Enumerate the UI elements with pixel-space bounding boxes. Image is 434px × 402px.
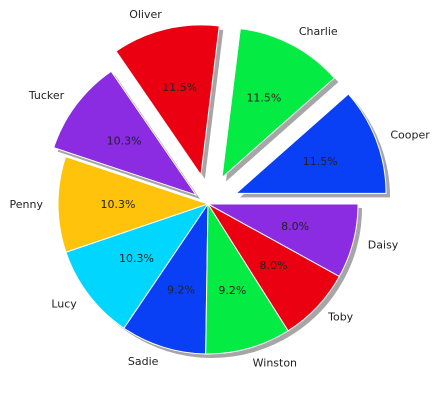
- percent-label-penny: 10.3%: [101, 198, 136, 211]
- percent-label-lucy: 10.3%: [119, 252, 154, 265]
- percent-label-tucker: 10.3%: [107, 134, 142, 147]
- percent-labels: 11.5% 11.5% 11.5% 10.3% 10.3% 10.3% 9.2% 9.2% 8.…: [101, 81, 338, 297]
- pie-slice-sadie: [123, 202, 209, 355]
- pie-slice-lucy: [65, 203, 210, 329]
- percent-label-charlie: 11.5%: [246, 91, 281, 104]
- category-label-daisy: Daisy: [368, 239, 399, 252]
- pie-slice-charlie: [221, 28, 336, 179]
- category-label-charlie: Charlie: [299, 25, 338, 38]
- pie-slice-penny: [57, 156, 210, 253]
- percent-label-winston: 9.2%: [218, 284, 246, 297]
- pie-slice-tucker: [53, 70, 198, 196]
- pie-slice-winston: [205, 202, 289, 355]
- category-label-tucker: Tucker: [28, 89, 65, 102]
- pie-slices: [53, 24, 387, 355]
- percent-label-sadie: 9.2%: [167, 283, 195, 296]
- pie-slice-cooper: [234, 93, 387, 194]
- pie-slice-oliver: [115, 24, 220, 177]
- category-label-winston: Winston: [253, 356, 297, 369]
- category-label-toby: Toby: [327, 311, 354, 324]
- percent-label-cooper: 11.5%: [303, 155, 338, 168]
- percent-label-toby: 8.0%: [260, 259, 288, 272]
- category-label-penny: Penny: [10, 198, 44, 211]
- category-label-lucy: Lucy: [51, 298, 77, 311]
- pie-slice-daisy: [207, 203, 359, 278]
- percent-label-daisy: 8.0%: [281, 220, 309, 233]
- category-labels: Cooper Charlie Oliver Tucker Penny Lucy Sadie W…: [10, 8, 431, 369]
- category-label-sadie: Sadie: [128, 355, 159, 368]
- category-label-cooper: Cooper: [390, 128, 430, 141]
- percent-label-oliver: 11.5%: [162, 81, 197, 94]
- category-label-oliver: Oliver: [129, 8, 162, 21]
